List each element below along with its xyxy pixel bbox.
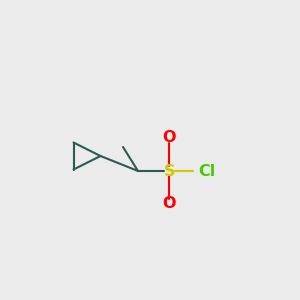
Text: O: O xyxy=(163,130,176,146)
Text: O: O xyxy=(163,196,176,211)
Text: Cl: Cl xyxy=(198,164,215,178)
Text: S: S xyxy=(164,164,175,178)
